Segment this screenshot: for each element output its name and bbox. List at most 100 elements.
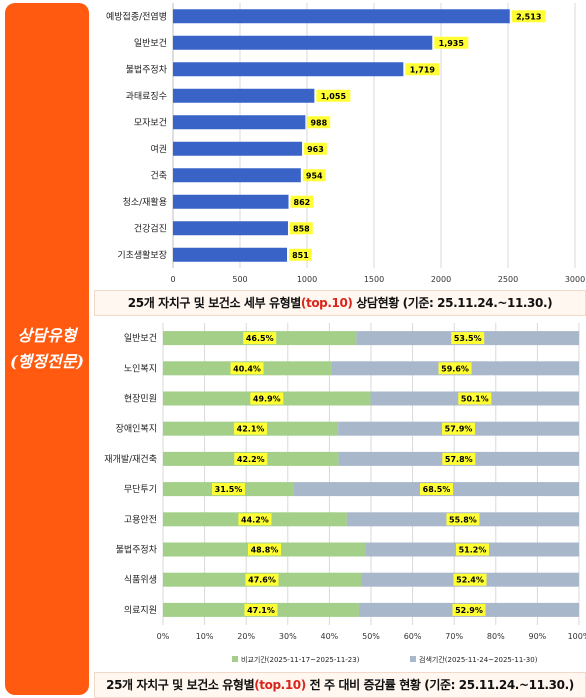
bottom-caption-pre: 25개 자치구 및 보건소 유형별 — [106, 678, 255, 692]
bar — [173, 88, 315, 103]
data-label-background — [446, 513, 480, 526]
data-label-background — [238, 513, 272, 526]
data-label-background — [250, 392, 284, 405]
legend-label: 검색기간(2025-11-24~2025-11-30) — [419, 655, 538, 664]
legend-swatch — [410, 656, 416, 662]
data-label-background — [289, 248, 312, 261]
data-label-background — [442, 452, 476, 465]
data-label-comparison: 49.9% — [253, 395, 281, 404]
data-label: 1,055 — [321, 92, 347, 101]
bar — [173, 221, 288, 236]
bar — [173, 115, 306, 130]
data-label-background — [234, 422, 268, 435]
data-label-search: 52.9% — [455, 606, 483, 615]
data-label: 851 — [292, 251, 309, 260]
x-tick-label: 30% — [279, 632, 297, 641]
data-label-comparison: 47.1% — [247, 606, 275, 615]
data-label-background — [243, 332, 277, 345]
data-label-comparison: 42.2% — [237, 455, 265, 464]
data-label-background — [420, 483, 454, 496]
top-caption-pre: 25개 자치구 및 보건소 세부 유형별 — [127, 296, 302, 310]
data-label-background — [453, 573, 487, 586]
data-label-comparison: 44.2% — [241, 515, 269, 524]
data-label: 1,935 — [439, 39, 465, 48]
x-tick-label: 0 — [170, 275, 175, 284]
bar — [173, 247, 288, 262]
data-label-background — [304, 142, 327, 155]
bar — [173, 62, 404, 77]
data-label: 954 — [306, 171, 323, 180]
bar — [173, 141, 303, 156]
data-label-background — [316, 89, 351, 102]
category-label: 불법주정차 — [116, 544, 158, 556]
top-caption-highlight: (top.10) — [300, 296, 353, 310]
top-bar-chart: 0 500 1000 1500 2000 2500 3000 예방접종/전염병 2,513 일반보… — [106, 3, 585, 284]
bottom-stacked-chart: 0% 10% 20% 30% 40% 50% 60% 70% 80% 90% 100% 일반보건 46.… — [104, 323, 586, 664]
data-label: 2,513 — [516, 12, 541, 21]
data-label-background — [511, 10, 546, 23]
data-label-background — [289, 222, 313, 235]
category-label: 일반보건 — [124, 333, 157, 344]
bar — [173, 168, 301, 183]
data-label-background — [442, 422, 476, 435]
category-label: 현장민원 — [124, 394, 157, 405]
bottom-caption-post: 전 주 대비 증감률 현황 (기준: 25.11.24.~11.30.) — [305, 678, 575, 692]
data-label-search: 51.2% — [459, 546, 487, 555]
data-label: 1,719 — [410, 65, 436, 74]
category-label: 일반보건 — [134, 38, 167, 49]
data-label: 963 — [307, 145, 324, 154]
x-tick-label: 1000 — [297, 275, 317, 284]
data-label-background — [458, 392, 492, 405]
data-label-background — [234, 452, 268, 465]
category-label: 식품위생 — [124, 575, 157, 586]
bar — [173, 9, 510, 24]
x-tick-label: 80% — [487, 632, 505, 641]
data-label-background — [212, 483, 246, 496]
data-label-comparison: 31.5% — [215, 485, 243, 494]
x-tick-label: 40% — [321, 632, 339, 641]
sidebar-panel: 상담유형 (행정전문) — [5, 3, 89, 695]
x-tick-label: 20% — [237, 632, 255, 641]
data-label-search: 59.6% — [441, 364, 469, 373]
legend-label: 비교기간(2025-11-17~2025-11-23) — [241, 655, 360, 664]
data-label-background — [290, 195, 314, 208]
data-label-search: 50.1% — [461, 395, 489, 404]
category-label: 청소/재활용 — [123, 196, 167, 208]
category-label: 불법주정차 — [126, 63, 168, 75]
sidebar-title-line1: 상담유형 — [17, 326, 77, 345]
data-label-background — [248, 543, 282, 556]
x-tick-label: 70% — [445, 632, 463, 641]
category-label: 과태료징수 — [126, 91, 167, 102]
data-label-search: 57.8% — [445, 455, 473, 464]
data-label-comparison: 46.5% — [246, 334, 274, 343]
data-label-background — [245, 573, 279, 586]
x-tick-label: 50% — [362, 632, 380, 641]
top-chart-caption: 25개 자치구 및 보건소 세부 유형별(top.10) 상담현황 (기준: 2… — [94, 290, 586, 316]
sidebar-title-line2: (행정전문) — [9, 352, 85, 371]
data-label-comparison: 48.8% — [251, 546, 279, 555]
data-label-comparison: 47.6% — [248, 576, 276, 585]
category-label: 여권 — [150, 143, 167, 155]
category-label: 기초생활보장 — [117, 249, 167, 261]
data-label-background — [244, 603, 278, 616]
data-label: 858 — [293, 224, 310, 233]
x-tick-label: 2000 — [431, 275, 451, 284]
category-label: 노인복지 — [124, 363, 157, 374]
top-caption-post: 상담현황 (기준: 25.11.24.~11.30.) — [352, 296, 553, 310]
data-label-background — [307, 116, 331, 129]
x-tick-label: 100% — [568, 632, 586, 641]
top-chart-panel: 0 500 1000 1500 2000 2500 3000 예방접종/전염병 2,513 일반보… — [94, 0, 586, 290]
x-tick-label: 500 — [232, 275, 247, 284]
data-label-search: 52.4% — [456, 576, 484, 585]
data-label-background — [434, 36, 469, 49]
x-tick-label: 3000 — [565, 275, 585, 284]
x-tick-label: 0% — [157, 632, 170, 641]
data-label-background — [405, 63, 440, 76]
x-tick-label: 1500 — [364, 275, 384, 284]
sidebar-title: 상담유형 (행정전문) — [5, 323, 89, 375]
data-label-search: 55.8% — [449, 515, 477, 524]
data-label-background — [456, 543, 490, 556]
data-label-background — [451, 332, 485, 345]
bottom-caption-highlight: (top.10) — [254, 678, 306, 692]
data-label: 988 — [310, 118, 327, 127]
